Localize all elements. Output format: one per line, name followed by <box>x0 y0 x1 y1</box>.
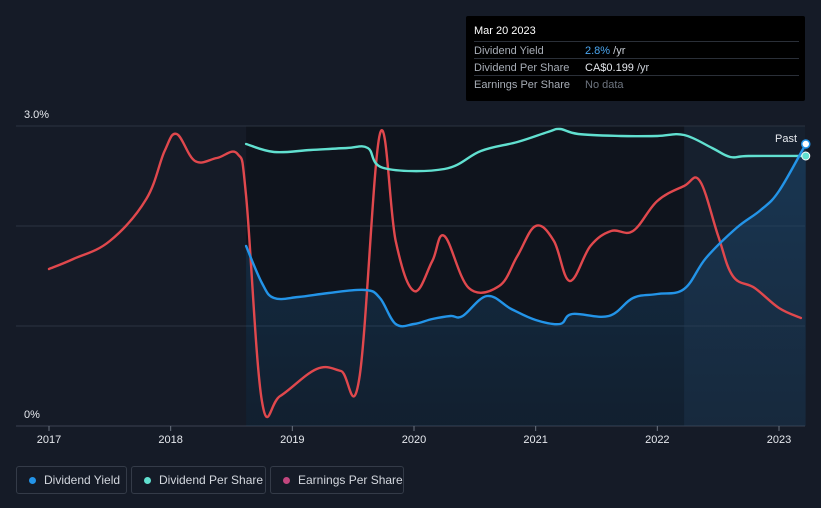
legend-label: Dividend Yield <box>44 473 121 487</box>
legend-item-dividend-per-share[interactable]: Dividend Per Share <box>131 466 266 494</box>
dividend-per-share-line <box>244 127 807 173</box>
x-tick-label: 2018 <box>158 434 182 446</box>
x-tick-label: 2023 <box>767 434 791 446</box>
dividend-per-share-end-marker <box>801 151 811 161</box>
legend-dot-icon <box>283 476 290 484</box>
legend-dot-icon <box>29 476 36 484</box>
past-label: Past <box>775 133 797 145</box>
x-tick-label: 2019 <box>280 434 304 446</box>
legend-item-earnings-per-share[interactable]: Earnings Per Share <box>270 466 404 494</box>
x-tick-label: 2022 <box>645 434 669 446</box>
tooltip-label: Earnings Per Share <box>474 79 570 91</box>
tooltip-label: Dividend Per Share <box>474 62 570 74</box>
tooltip-label: Dividend Yield <box>474 45 544 57</box>
tooltip-value: No data <box>585 79 624 91</box>
tooltip: Mar 20 2023 Dividend Yield 2.8% /yr Divi… <box>466 16 805 101</box>
y-tick-label: 0% <box>24 409 40 421</box>
earnings-per-share-line <box>47 129 803 419</box>
legend-item-dividend-yield[interactable]: Dividend Yield <box>16 466 127 494</box>
x-tick-label: 2020 <box>402 434 426 446</box>
tooltip-row-earnings-per-share: Earnings Per Share No data <box>474 75 799 93</box>
x-tick-label: 2017 <box>37 434 61 446</box>
dividend-yield-line <box>244 142 807 328</box>
legend-label: Dividend Per Share <box>159 473 264 487</box>
tooltip-date: Mar 20 2023 <box>474 25 536 37</box>
dividend-yield-end-marker <box>801 139 811 149</box>
tooltip-value: 2.8% /yr <box>585 45 626 57</box>
tooltip-row-dividend-yield: Dividend Yield 2.8% /yr <box>474 41 799 59</box>
tooltip-row-dividend-per-share: Dividend Per Share CA$0.199 /yr <box>474 58 799 76</box>
tooltip-value: CA$0.199 /yr <box>585 62 650 74</box>
legend-label: Earnings Per Share <box>298 473 403 487</box>
y-tick-label: 3.0% <box>24 109 49 121</box>
legend-dot-icon <box>144 476 151 484</box>
dividend-yield-area <box>246 144 806 426</box>
x-tick-label: 2021 <box>523 434 547 446</box>
